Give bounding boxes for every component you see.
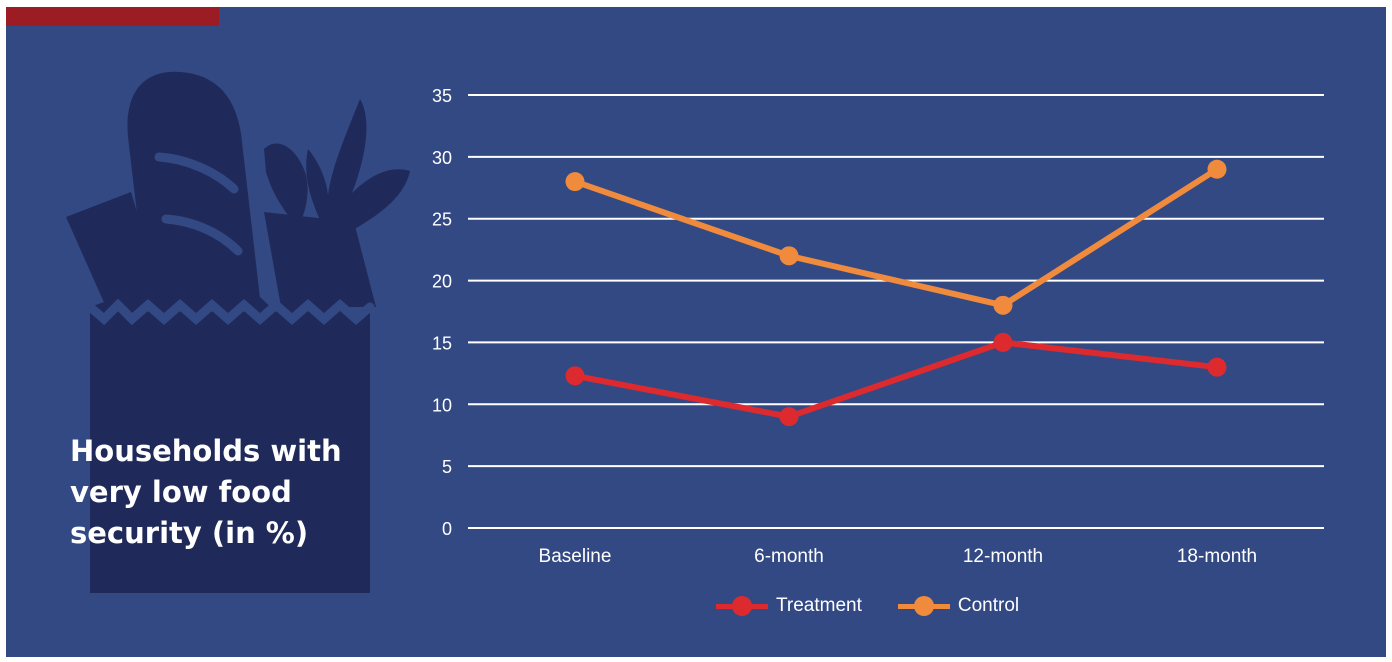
legend-dot-treatment [732, 596, 752, 616]
data-point-control [779, 246, 799, 266]
chart-legend: Treatment Control [716, 592, 1019, 620]
chart-headline: Households with very low food security (… [70, 434, 342, 550]
y-tick-label: 20 [432, 272, 452, 292]
y-tick-label: 25 [432, 210, 452, 230]
legend-swatch-control [897, 596, 950, 616]
y-tick-label: 15 [432, 333, 452, 353]
legend-label-treatment: Treatment [776, 595, 862, 616]
legend-entry-control: Control [897, 595, 1020, 617]
legend-dot-control [913, 596, 934, 616]
data-point-treatment [1207, 357, 1227, 377]
x-axis-ticks: Baseline 6-month 12-month 18-month [539, 546, 1258, 567]
legend-entry-treatment: Treatment [716, 595, 862, 617]
y-axis-ticks: 0 5 10 15 20 25 30 35 [432, 86, 452, 539]
y-tick-label: 10 [432, 395, 452, 415]
y-tick-label: 0 [442, 519, 452, 539]
x-tick-label: 12-month [963, 546, 1043, 567]
infographic-panel: Households with very low food security (… [6, 7, 1386, 657]
line-chart: 0 5 10 15 20 25 30 35 Baseline 6-month 12-month 18… [432, 86, 1324, 567]
legend-label-control: Control [957, 595, 1020, 616]
data-point-treatment [993, 332, 1013, 352]
accent-bar [6, 7, 219, 26]
x-tick-label: Baseline [539, 546, 612, 567]
series-line-control [574, 166, 1219, 309]
y-tick-label: 35 [432, 86, 452, 106]
series-lines [565, 159, 1227, 427]
data-point-control [993, 295, 1013, 315]
data-point-control [1207, 159, 1227, 179]
series-line-treatment [574, 339, 1218, 420]
y-tick-label: 5 [442, 457, 452, 477]
x-tick-label: 6-month [754, 546, 824, 567]
data-point-treatment [565, 366, 585, 386]
gridlines [468, 94, 1324, 529]
x-tick-label: 18-month [1177, 546, 1257, 567]
data-point-treatment [779, 407, 799, 427]
data-point-control [565, 172, 585, 192]
y-tick-label: 30 [432, 148, 452, 168]
legend-swatch-treatment [716, 596, 768, 616]
grocery-bag-icon [66, 71, 410, 593]
